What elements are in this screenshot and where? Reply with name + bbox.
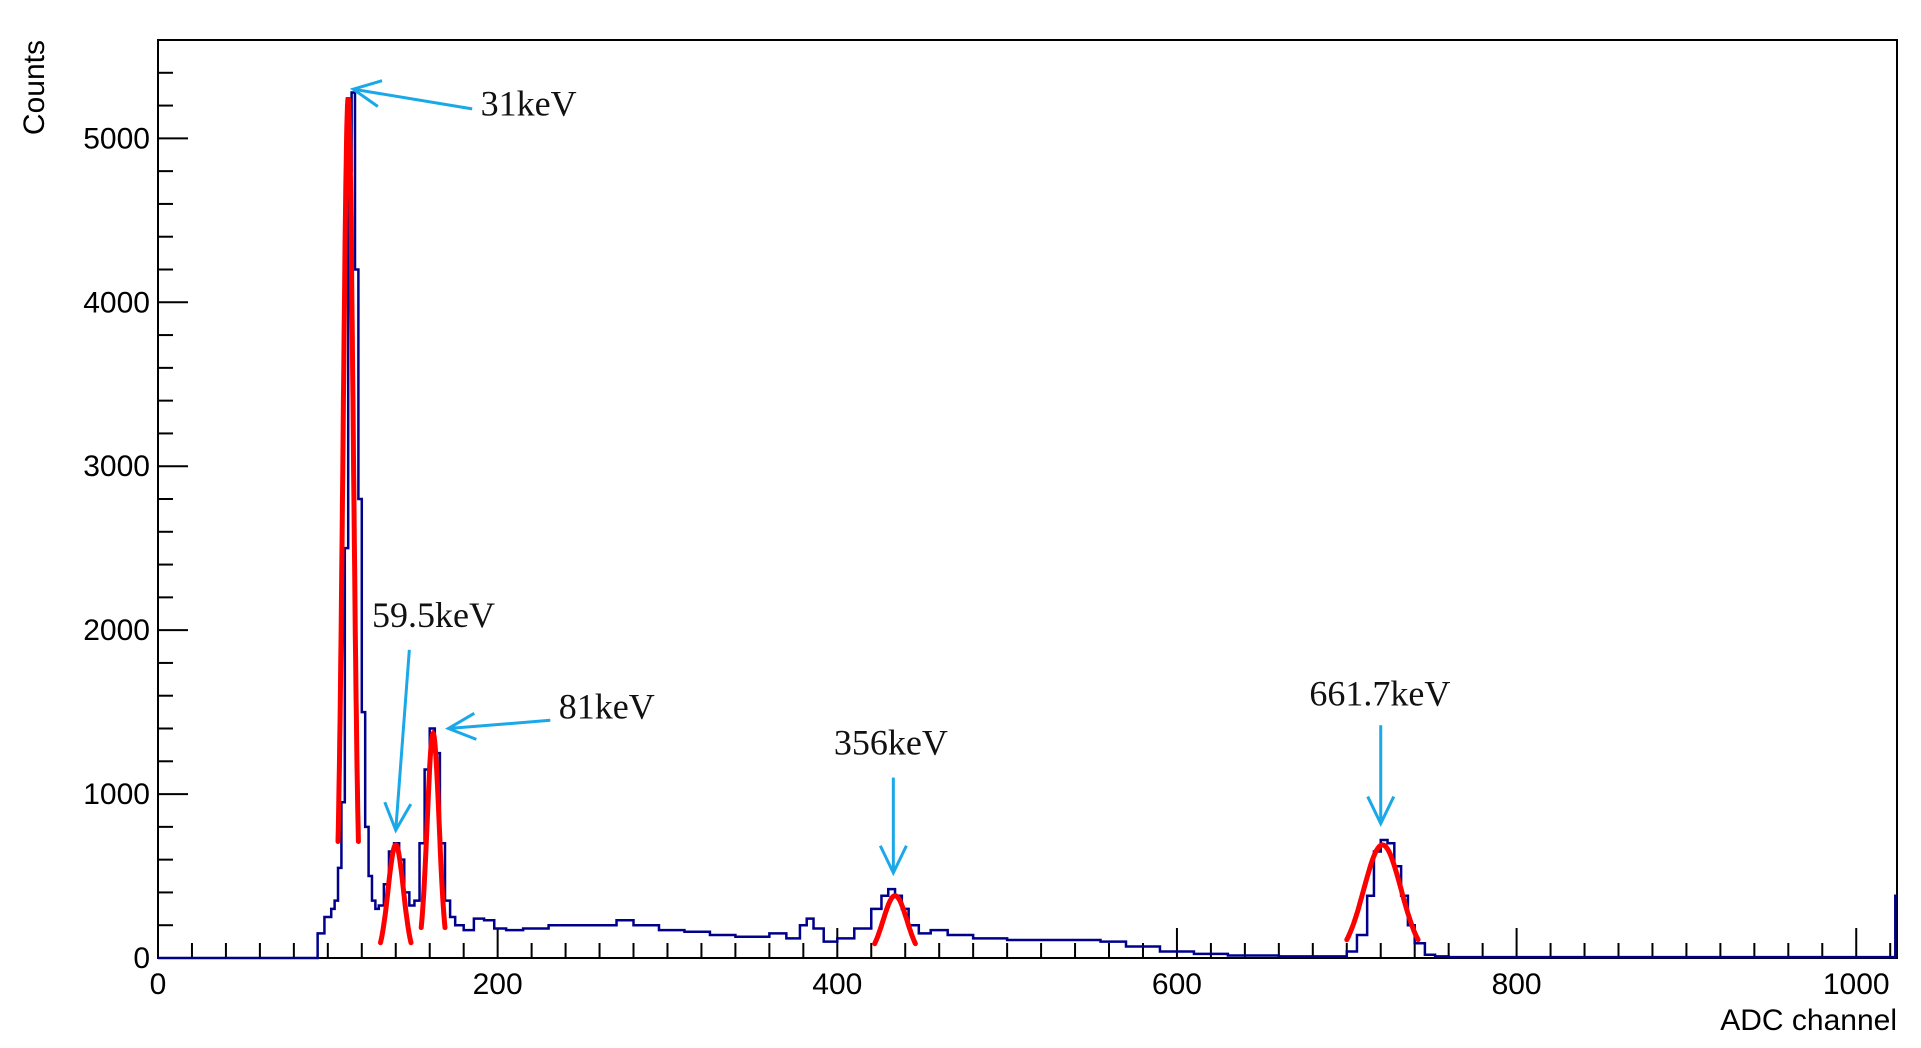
peak-annotation-2: 59.5keV bbox=[372, 595, 495, 834]
arrow-head bbox=[383, 801, 413, 834]
gaussian-fit-5 bbox=[1344, 842, 1421, 943]
peak-label: 31keV bbox=[481, 83, 577, 123]
gaussian-fit-1 bbox=[335, 97, 361, 844]
plot-frame bbox=[157, 39, 1898, 959]
peak-label: 661.7keV bbox=[1309, 674, 1450, 714]
x-tick-label: 200 bbox=[473, 968, 523, 1001]
peak-label: 59.5keV bbox=[372, 595, 495, 635]
axes bbox=[157, 39, 1898, 959]
gaussian-fit-3 bbox=[418, 729, 448, 931]
series-layer bbox=[158, 91, 1897, 960]
arrow-head bbox=[444, 712, 477, 741]
arrow-shaft bbox=[448, 718, 551, 730]
x-tick-label: 1000 bbox=[1823, 968, 1890, 1001]
y-tick-label: 2000 bbox=[83, 614, 150, 647]
spectrum-line bbox=[158, 91, 1897, 960]
x-tick-label: 0 bbox=[150, 968, 167, 1001]
x-axis-ticks: 0 200 400 600 800 1000 bbox=[150, 928, 1892, 1001]
x-tick-label: 600 bbox=[1152, 968, 1202, 1001]
y-tick-label: 3000 bbox=[83, 450, 150, 483]
x-tick-label: 400 bbox=[812, 968, 862, 1001]
gaussian-fit-4 bbox=[872, 893, 918, 947]
peak-annotation-5: 661.7keV bbox=[1309, 674, 1450, 828]
annotations-layer: 31keV 59.5keV 81keV 356keV 661.7keV bbox=[349, 79, 1450, 877]
y-tick-label: 5000 bbox=[83, 122, 150, 155]
y-tick-label: 0 bbox=[133, 942, 150, 975]
arrow-head bbox=[878, 845, 908, 877]
peak-label: 356keV bbox=[834, 723, 948, 763]
y-axis-ticks: 0 1000 2000 3000 4000 5000 bbox=[83, 71, 188, 975]
y-tick-label: 4000 bbox=[83, 286, 150, 319]
peak-annotation-1: 31keV bbox=[349, 79, 577, 123]
peak-label: 81keV bbox=[559, 687, 655, 727]
arrow-shaft bbox=[394, 649, 411, 831]
y-tick-label: 1000 bbox=[83, 778, 150, 811]
x-axis-label: ADC channel bbox=[1720, 1004, 1897, 1037]
arrow-shaft bbox=[353, 87, 473, 111]
peak-annotation-4: 356keV bbox=[834, 723, 948, 877]
arrow-head bbox=[1366, 795, 1396, 828]
arrow-head bbox=[349, 79, 383, 108]
gaussian-fit-2 bbox=[378, 842, 414, 946]
peak-annotation-3: 81keV bbox=[444, 687, 655, 741]
y-axis-label: Counts bbox=[18, 40, 51, 135]
x-tick-label: 800 bbox=[1492, 968, 1542, 1001]
